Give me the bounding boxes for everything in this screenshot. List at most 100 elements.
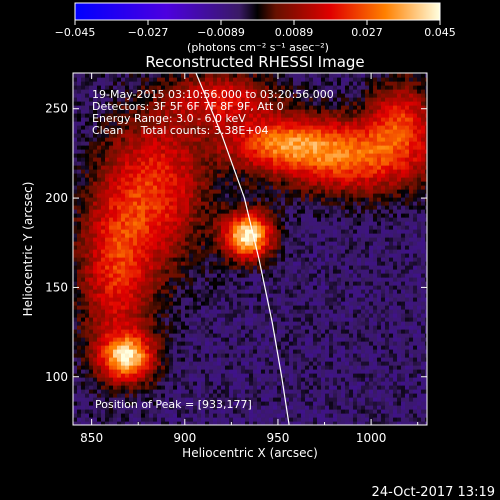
heatmap-pixel [89,237,94,242]
heatmap-pixel [177,277,182,282]
heatmap-pixel [333,257,338,262]
heatmap-pixel [181,325,186,330]
heatmap-pixel [97,397,102,402]
heatmap-pixel [233,373,238,378]
heatmap-pixel [201,289,206,294]
heatmap-pixel [169,309,174,314]
heatmap-pixel [145,393,150,398]
heatmap-pixel [385,305,390,310]
heatmap-pixel [301,417,306,422]
heatmap-pixel [97,221,102,226]
heatmap-pixel [273,321,278,326]
heatmap-pixel [365,365,370,370]
heatmap-pixel [337,417,342,422]
heatmap-pixel [205,345,210,350]
heatmap-pixel [229,313,234,318]
heatmap-pixel [173,409,178,414]
heatmap-pixel [197,257,202,262]
heatmap-pixel [93,405,98,410]
heatmap-pixel [245,377,250,382]
heatmap-pixel [385,205,390,210]
heatmap-pixel [309,357,314,362]
heatmap-pixel [77,305,82,310]
heatmap-pixel [73,233,78,238]
heatmap-pixel [425,293,427,298]
heatmap-pixel [269,297,274,302]
heatmap-pixel [137,289,142,294]
heatmap-pixel [181,301,186,306]
heatmap-pixel [165,281,170,286]
heatmap-pixel [397,221,402,226]
heatmap-pixel [313,357,318,362]
heatmap-pixel [229,261,234,266]
heatmap-pixel [217,237,222,242]
heatmap-pixel [237,249,242,254]
heatmap-pixel [237,393,242,398]
heatmap-pixel [101,253,106,258]
heatmap-pixel [141,305,146,310]
heatmap-pixel [93,257,98,262]
heatmap-pixel [89,345,94,350]
heatmap-pixel [193,225,198,230]
heatmap-pixel [109,329,114,334]
heatmap-pixel [89,253,94,258]
heatmap-pixel [321,241,326,246]
heatmap-pixel [297,229,302,234]
heatmap-pixel [141,389,146,394]
heatmap-pixel [401,221,406,226]
heatmap-pixel [257,393,262,398]
heatmap-pixel [373,377,378,382]
heatmap-pixel [181,253,186,258]
heatmap-pixel [237,357,242,362]
heatmap-pixel [309,201,314,206]
heatmap-pixel [141,349,146,354]
heatmap-pixel [345,357,350,362]
heatmap-pixel [269,217,274,222]
heatmap-pixel [413,409,418,414]
heatmap-pixel [389,405,394,410]
heatmap-pixel [149,361,154,366]
heatmap-pixel [265,369,270,374]
heatmap-pixel [257,297,262,302]
heatmap-pixel [193,329,198,334]
heatmap-pixel [233,265,238,270]
heatmap-pixel [169,301,174,306]
heatmap-pixel [109,417,114,422]
heatmap-pixel [113,233,118,238]
heatmap-pixel [161,253,166,258]
heatmap-pixel [97,233,102,238]
heatmap-pixel [329,277,334,282]
heatmap-pixel [373,381,378,386]
heatmap-pixel [73,305,78,310]
colorbar-gradient [74,2,441,21]
heatmap-pixel [133,305,138,310]
heatmap-pixel [109,317,114,322]
heatmap-pixel [373,341,378,346]
heatmap-pixel [241,413,246,418]
heatmap-pixel [369,233,374,238]
heatmap-pixel [313,253,318,258]
heatmap-pixel [269,249,274,254]
heatmap-pixel [385,361,390,366]
heatmap-pixel [281,333,286,338]
heatmap-pixel [333,289,338,294]
heatmap-pixel [209,293,214,298]
heatmap-pixel [421,341,426,346]
heatmap-pixel [193,365,198,370]
heatmap-pixel [397,349,402,354]
heatmap-pixel [189,357,194,362]
heatmap-pixel [333,377,338,382]
heatmap-pixel [313,229,318,234]
heatmap-pixel [393,385,398,390]
heatmap-pixel [161,421,166,425]
heatmap-pixel [261,377,266,382]
heatmap-pixel [241,261,246,266]
heatmap-pixel [105,381,110,386]
heatmap-pixel [361,325,366,330]
heatmap-pixel [277,213,282,218]
heatmap-pixel [113,201,118,206]
heatmap-pixel [373,321,378,326]
heatmap-pixel [261,365,266,370]
heatmap-pixel [357,389,362,394]
heatmap-pixel [157,345,162,350]
